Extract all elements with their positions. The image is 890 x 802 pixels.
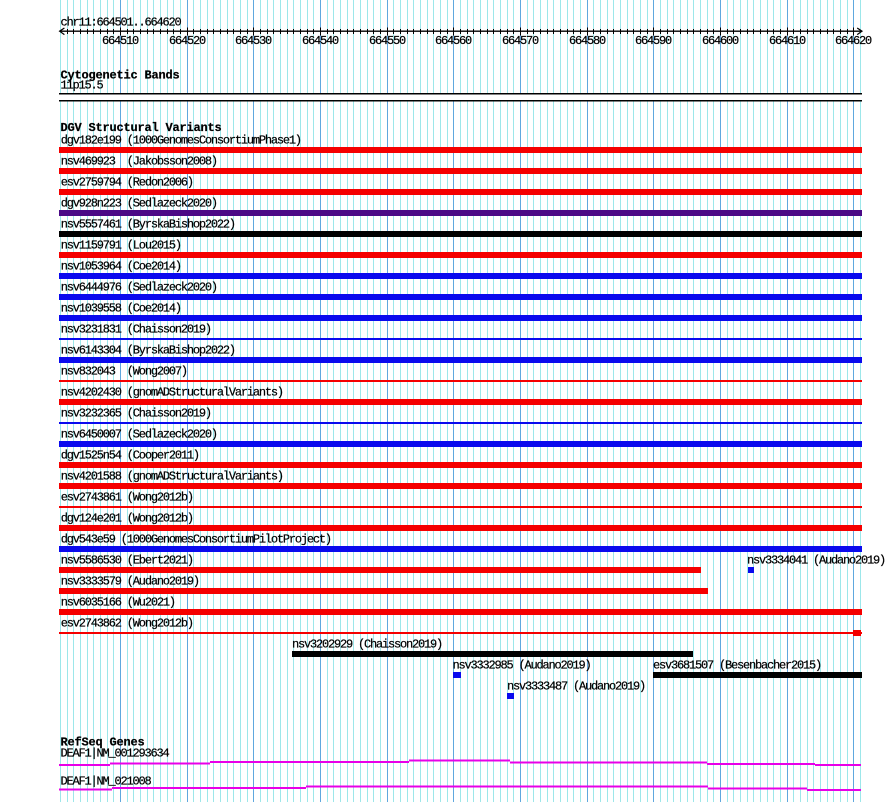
svg-text:nsv1039558 (Coe2014): nsv1039558 (Coe2014) (61, 302, 181, 316)
svg-text:dgv182e199 (1000GenomesConsort: dgv182e199 (1000GenomesConsortiumPhase1) (61, 134, 301, 148)
svg-text:esv2759794 (Redon2006): esv2759794 (Redon2006) (61, 176, 193, 190)
svg-text:chr11:664501..664620: chr11:664501..664620 (61, 16, 182, 30)
svg-text:664560: 664560 (435, 34, 472, 48)
svg-text:664510: 664510 (102, 34, 139, 48)
svg-text:nsv5557461 (ByrskaBishop2022): nsv5557461 (ByrskaBishop2022) (61, 218, 235, 232)
svg-text:DEAF1|NM_021008: DEAF1|NM_021008 (61, 774, 152, 788)
svg-text:DEAF1|NM_001293634: DEAF1|NM_001293634 (61, 747, 170, 761)
svg-text:664550: 664550 (369, 34, 406, 48)
svg-text:664530: 664530 (235, 34, 272, 48)
svg-text:Cytogenetic Bands: Cytogenetic Bands (61, 68, 180, 82)
svg-text:dgv124e201 (Wong2012b): dgv124e201 (Wong2012b) (61, 512, 193, 526)
svg-text:nsv6143304 (ByrskaBishop2022): nsv6143304 (ByrskaBishop2022) (61, 344, 235, 358)
svg-text:664570: 664570 (502, 34, 539, 48)
svg-text:nsv3202929 (Chaisson2019): nsv3202929 (Chaisson2019) (292, 638, 442, 652)
svg-text:nsv3333579 (Audano2019): nsv3333579 (Audano2019) (61, 575, 199, 589)
svg-text:nsv5586530 (Ebert2021): nsv5586530 (Ebert2021) (61, 554, 193, 568)
svg-text:dgv928n223 (Sedlazeck2020): dgv928n223 (Sedlazeck2020) (61, 197, 217, 211)
svg-text:nsv6444976 (Sedlazeck2020): nsv6444976 (Sedlazeck2020) (61, 281, 217, 295)
svg-text:664580: 664580 (569, 34, 606, 48)
svg-text:nsv6450007 (Sedlazeck2020): nsv6450007 (Sedlazeck2020) (61, 428, 217, 442)
svg-text:nsv3232365 (Chaisson2019): nsv3232365 (Chaisson2019) (61, 407, 211, 421)
svg-text:nsv4202430 (gnomADStructuralVa: nsv4202430 (gnomADStructuralVariants) (61, 386, 283, 400)
svg-text:664610: 664610 (769, 34, 806, 48)
svg-text:nsv469923 (Jakobsson2008): nsv469923 (Jakobsson2008) (61, 155, 217, 169)
svg-text:664590: 664590 (635, 34, 672, 48)
svg-text:nsv6035166 (Wu2021): nsv6035166 (Wu2021) (61, 596, 175, 610)
svg-text:nsv3333487 (Audano2019): nsv3333487 (Audano2019) (507, 680, 645, 694)
svg-text:dgv543e59 (1000GenomesConsorti: dgv543e59 (1000GenomesConsortiumPilotPro… (61, 533, 331, 547)
svg-text:nsv1159791 (Lou2015): nsv1159791 (Lou2015) (61, 239, 181, 253)
svg-text:nsv4201588 (gnomADStructuralVa: nsv4201588 (gnomADStructuralVariants) (61, 470, 283, 484)
svg-text:11p15.5: 11p15.5 (61, 78, 104, 92)
svg-text:664540: 664540 (302, 34, 339, 48)
svg-text:nsv1053964 (Coe2014): nsv1053964 (Coe2014) (61, 260, 181, 274)
svg-text:664600: 664600 (702, 34, 739, 48)
svg-text:664520: 664520 (169, 34, 206, 48)
svg-text:esv2743862 (Wong2012b): esv2743862 (Wong2012b) (61, 617, 193, 631)
svg-text:nsv3334041 (Audano2019): nsv3334041 (Audano2019) (747, 554, 885, 568)
svg-text:nsv832043 (Wong2007): nsv832043 (Wong2007) (61, 365, 187, 379)
svg-text:esv2743861 (Wong2012b): esv2743861 (Wong2012b) (61, 491, 193, 505)
svg-text:RefSeq Genes: RefSeq Genes (61, 736, 145, 750)
svg-text:nsv3332985 (Audano2019): nsv3332985 (Audano2019) (453, 659, 591, 673)
svg-text:664620: 664620 (835, 34, 872, 48)
svg-text:dgv1525n54 (Cooper2011): dgv1525n54 (Cooper2011) (61, 449, 199, 463)
svg-text:DGV Structural Variants: DGV Structural Variants (61, 121, 222, 135)
svg-text:nsv3231831 (Chaisson2019): nsv3231831 (Chaisson2019) (61, 323, 211, 337)
svg-text:esv3681507 (Besenbacher2015): esv3681507 (Besenbacher2015) (653, 659, 821, 673)
